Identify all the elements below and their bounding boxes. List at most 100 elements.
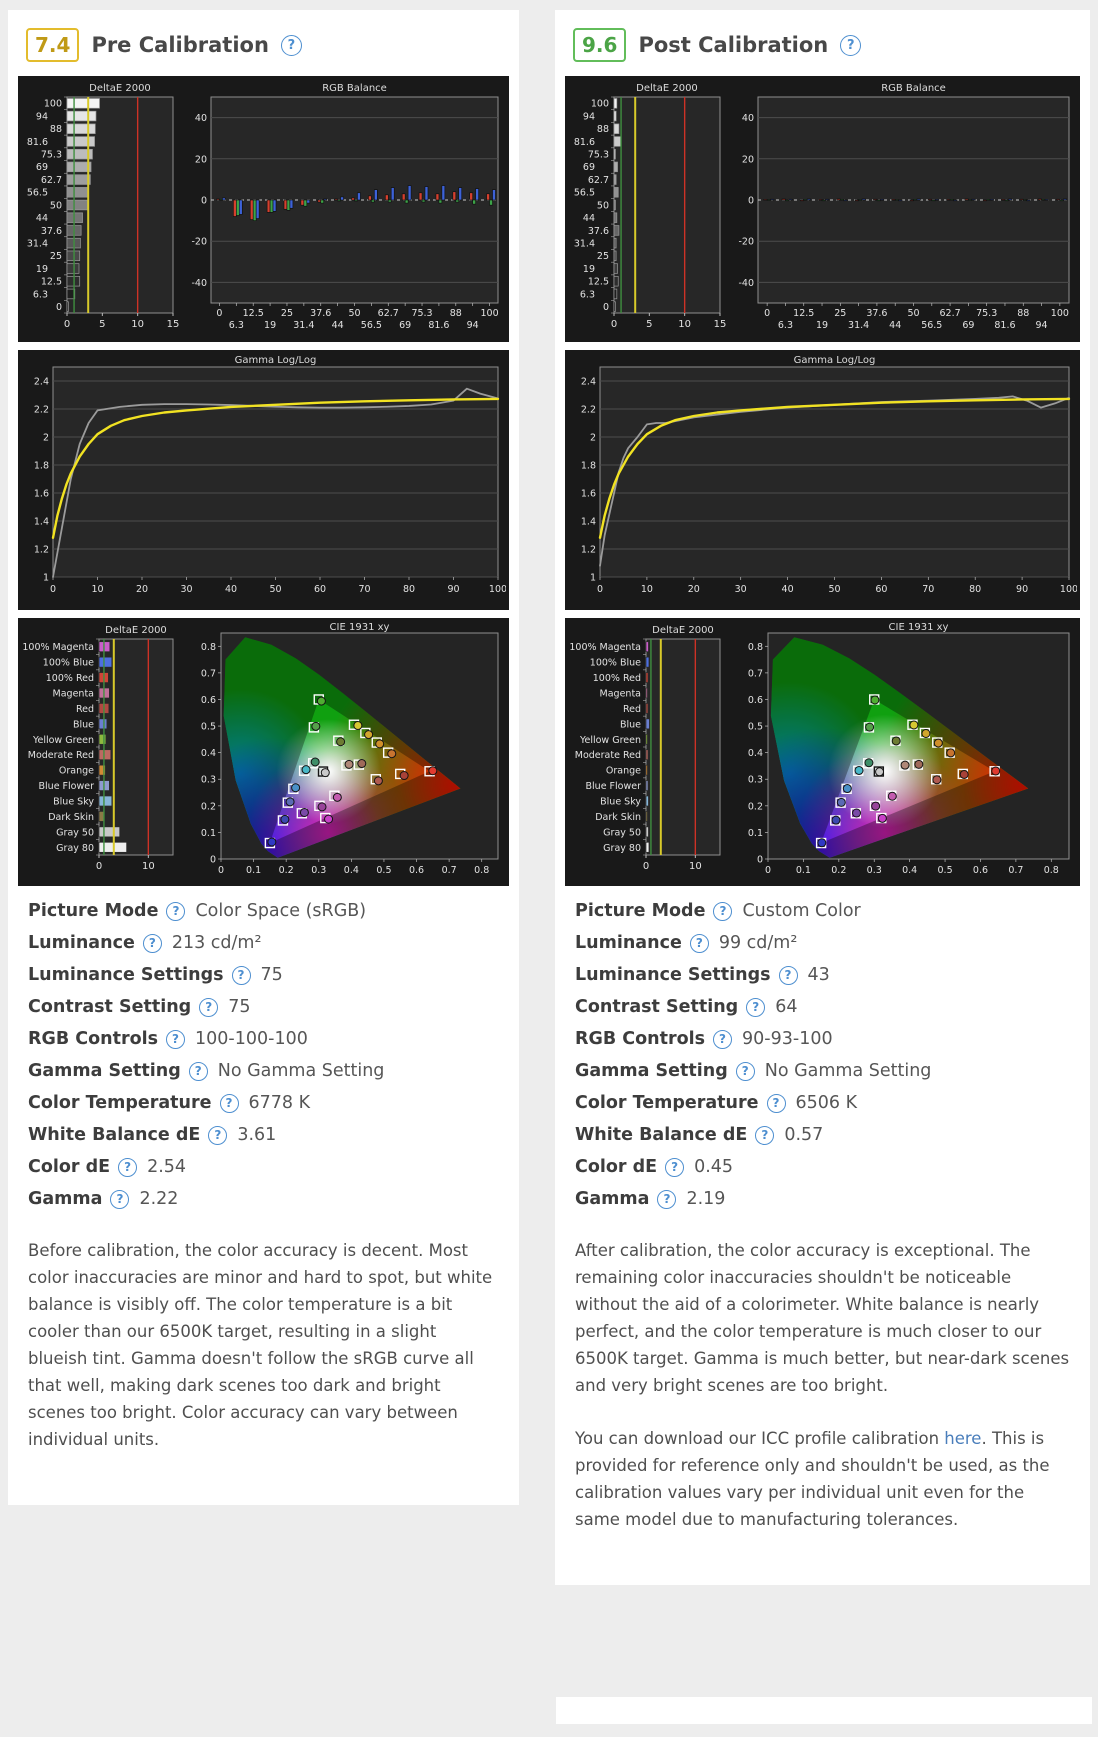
svg-text:1.2: 1.2: [34, 545, 49, 556]
svg-text:DeltaE 2000: DeltaE 2000: [652, 625, 714, 636]
svg-text:0: 0: [216, 308, 222, 319]
help-icon[interactable]: ?: [199, 998, 219, 1017]
setting-value: 3.61: [237, 1125, 277, 1145]
help-icon[interactable]: ?: [166, 902, 186, 921]
help-icon[interactable]: ?: [110, 1190, 130, 1209]
pre-color-cie-panel: DeltaE 2000 100% Magenta 100% Blue 100% Red…: [18, 618, 509, 886]
svg-text:31.4: 31.4: [574, 238, 595, 249]
svg-text:0.1: 0.1: [201, 828, 216, 839]
svg-text:0.6: 0.6: [748, 695, 763, 706]
setting-value: No Gamma Setting: [764, 1061, 932, 1081]
svg-text:0: 0: [643, 861, 649, 872]
help-icon[interactable]: ?: [778, 966, 798, 985]
help-icon[interactable]: ?: [219, 1094, 239, 1113]
svg-text:Gray 50: Gray 50: [56, 827, 94, 838]
svg-text:20: 20: [742, 154, 754, 165]
svg-text:1.6: 1.6: [34, 489, 49, 500]
svg-text:-40: -40: [738, 278, 754, 289]
svg-text:6.3: 6.3: [580, 289, 595, 300]
svg-text:0.5: 0.5: [376, 865, 391, 876]
setting-value: 64: [775, 997, 798, 1017]
svg-text:69: 69: [962, 320, 974, 331]
help-icon[interactable]: ?: [208, 1126, 228, 1145]
svg-text:40: 40: [195, 113, 207, 124]
help-icon[interactable]: ?: [188, 1062, 208, 1081]
svg-text:Red: Red: [623, 704, 641, 715]
svg-text:0.4: 0.4: [748, 748, 763, 759]
help-icon[interactable]: ?: [118, 1158, 138, 1177]
help-icon[interactable]: ?: [766, 1094, 786, 1113]
help-icon[interactable]: ?: [231, 966, 251, 985]
icc-profile-link[interactable]: here: [944, 1429, 982, 1448]
svg-text:RGB Balance: RGB Balance: [881, 83, 946, 94]
help-icon[interactable]: ?: [713, 902, 733, 921]
setting-label: Luminance: [28, 933, 135, 953]
description-paragraph: After calibration, the color accuracy is…: [575, 1241, 1070, 1395]
help-icon[interactable]: ?: [166, 1030, 186, 1049]
help-icon[interactable]: ?: [735, 1062, 755, 1081]
setting-label: Color dE: [28, 1157, 111, 1177]
help-icon[interactable]: ?: [689, 934, 709, 953]
setting-row: Gamma? 2.22: [28, 1190, 499, 1209]
svg-text:10: 10: [142, 861, 155, 872]
svg-text:56.5: 56.5: [574, 188, 595, 199]
svg-text:0.4: 0.4: [902, 865, 917, 876]
svg-text:0: 0: [611, 319, 617, 330]
svg-text:Blue Flower: Blue Flower: [39, 781, 95, 792]
svg-text:2.4: 2.4: [581, 377, 596, 388]
svg-text:0: 0: [50, 584, 56, 595]
setting-label: Gamma: [575, 1189, 650, 1209]
svg-text:100: 100: [44, 99, 62, 110]
help-icon[interactable]: ?: [713, 1030, 733, 1049]
help-icon[interactable]: ?: [280, 34, 302, 56]
setting-value: 0.45: [694, 1157, 734, 1177]
help-icon[interactable]: ?: [657, 1190, 677, 1209]
help-icon[interactable]: ?: [746, 998, 766, 1017]
svg-text:37.6: 37.6: [866, 308, 887, 319]
post-rgb-balance-chart: RGB Balance -40 -20 0 20 40 0 6.3 12.5 19 25 31.4 37…: [728, 79, 1077, 339]
help-icon[interactable]: ?: [665, 1158, 685, 1177]
setting-value: 6778 K: [248, 1093, 311, 1113]
post-gamma-log-log-chart: Gamma Log/Log 1 1.2 1.4 1.6 1.8 2 2.2 2.4 0 10 20 30…: [568, 353, 1078, 607]
svg-text:0: 0: [64, 319, 70, 330]
setting-row: Luminance Settings? 43: [575, 966, 1070, 985]
svg-text:69: 69: [399, 320, 411, 331]
setting-value: Custom Color: [742, 901, 861, 921]
svg-text:62.7: 62.7: [940, 308, 961, 319]
svg-text:81.6: 81.6: [994, 320, 1015, 331]
svg-text:0.2: 0.2: [748, 801, 763, 812]
svg-text:69: 69: [36, 162, 48, 173]
svg-text:0.6: 0.6: [973, 865, 988, 876]
svg-text:70: 70: [922, 584, 934, 595]
setting-row: RGB Controls? 90-93-100: [575, 1030, 1070, 1049]
setting-row: Gamma Setting? No Gamma Setting: [575, 1062, 1070, 1081]
svg-text:0.2: 0.2: [831, 865, 846, 876]
svg-text:20: 20: [195, 154, 207, 165]
post-cie-1931-xy-chart: CIE 1931 xy 0 0.1 0.2 0.3 0.4 0.5 0.6 0.7 0.8 0 0.1…: [728, 621, 1077, 883]
svg-text:94: 94: [467, 320, 479, 331]
svg-text:Dark Skin: Dark Skin: [595, 812, 641, 823]
svg-text:60: 60: [314, 584, 326, 595]
post-settings-list: Picture Mode? Custom Color Luminance? 99 cd…: [575, 902, 1070, 1209]
help-icon[interactable]: ?: [840, 34, 862, 56]
svg-text:19: 19: [583, 264, 595, 275]
svg-text:0: 0: [210, 855, 216, 866]
svg-text:Gray 80: Gray 80: [56, 843, 94, 854]
svg-text:50: 50: [269, 584, 281, 595]
setting-label: RGB Controls: [575, 1029, 706, 1049]
svg-text:DeltaE 2000: DeltaE 2000: [636, 83, 698, 94]
setting-label: Picture Mode: [575, 901, 706, 921]
setting-value: No Gamma Setting: [217, 1061, 385, 1081]
svg-text:81.6: 81.6: [574, 137, 595, 148]
svg-text:25: 25: [597, 251, 609, 262]
help-icon[interactable]: ?: [755, 1126, 775, 1145]
help-icon[interactable]: ?: [142, 934, 162, 953]
svg-text:30: 30: [735, 584, 747, 595]
svg-text:0.2: 0.2: [279, 865, 294, 876]
svg-text:-40: -40: [191, 278, 207, 289]
svg-text:62.7: 62.7: [378, 308, 399, 319]
setting-label: Color Temperature: [28, 1093, 212, 1113]
svg-text:19: 19: [816, 320, 828, 331]
svg-text:Yellow Green: Yellow Green: [579, 735, 641, 746]
svg-text:0.8: 0.8: [201, 642, 216, 653]
